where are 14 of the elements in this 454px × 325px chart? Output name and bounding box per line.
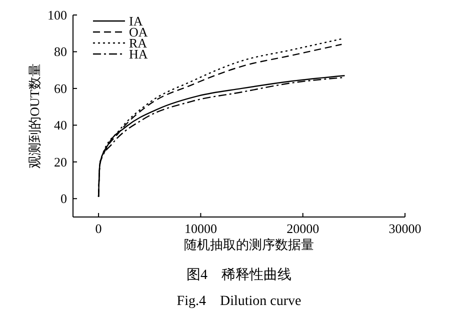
x-tick-label: 30000 (388, 221, 422, 236)
y-tick-label: 80 (54, 44, 67, 60)
text: Fig.4 Dilution curve (176, 294, 302, 309)
x-tick-label: 20000 (286, 221, 320, 236)
y-tick-label: 0 (60, 191, 67, 206)
text: 图4 稀释性曲线 (186, 267, 292, 283)
y-tick-label: 40 (54, 118, 67, 133)
y-tick-label: 100 (48, 8, 67, 22)
y-tick-label: 60 (54, 80, 67, 96)
y-axis-title: 观测到的OUT数量 (27, 64, 42, 168)
y-tick-label: 20 (54, 154, 67, 170)
x-tick-label: 10000 (184, 221, 217, 236)
x-axis-title: 随机抽取的测序数据量 (184, 237, 314, 252)
x-tick-label: 0 (95, 221, 102, 236)
